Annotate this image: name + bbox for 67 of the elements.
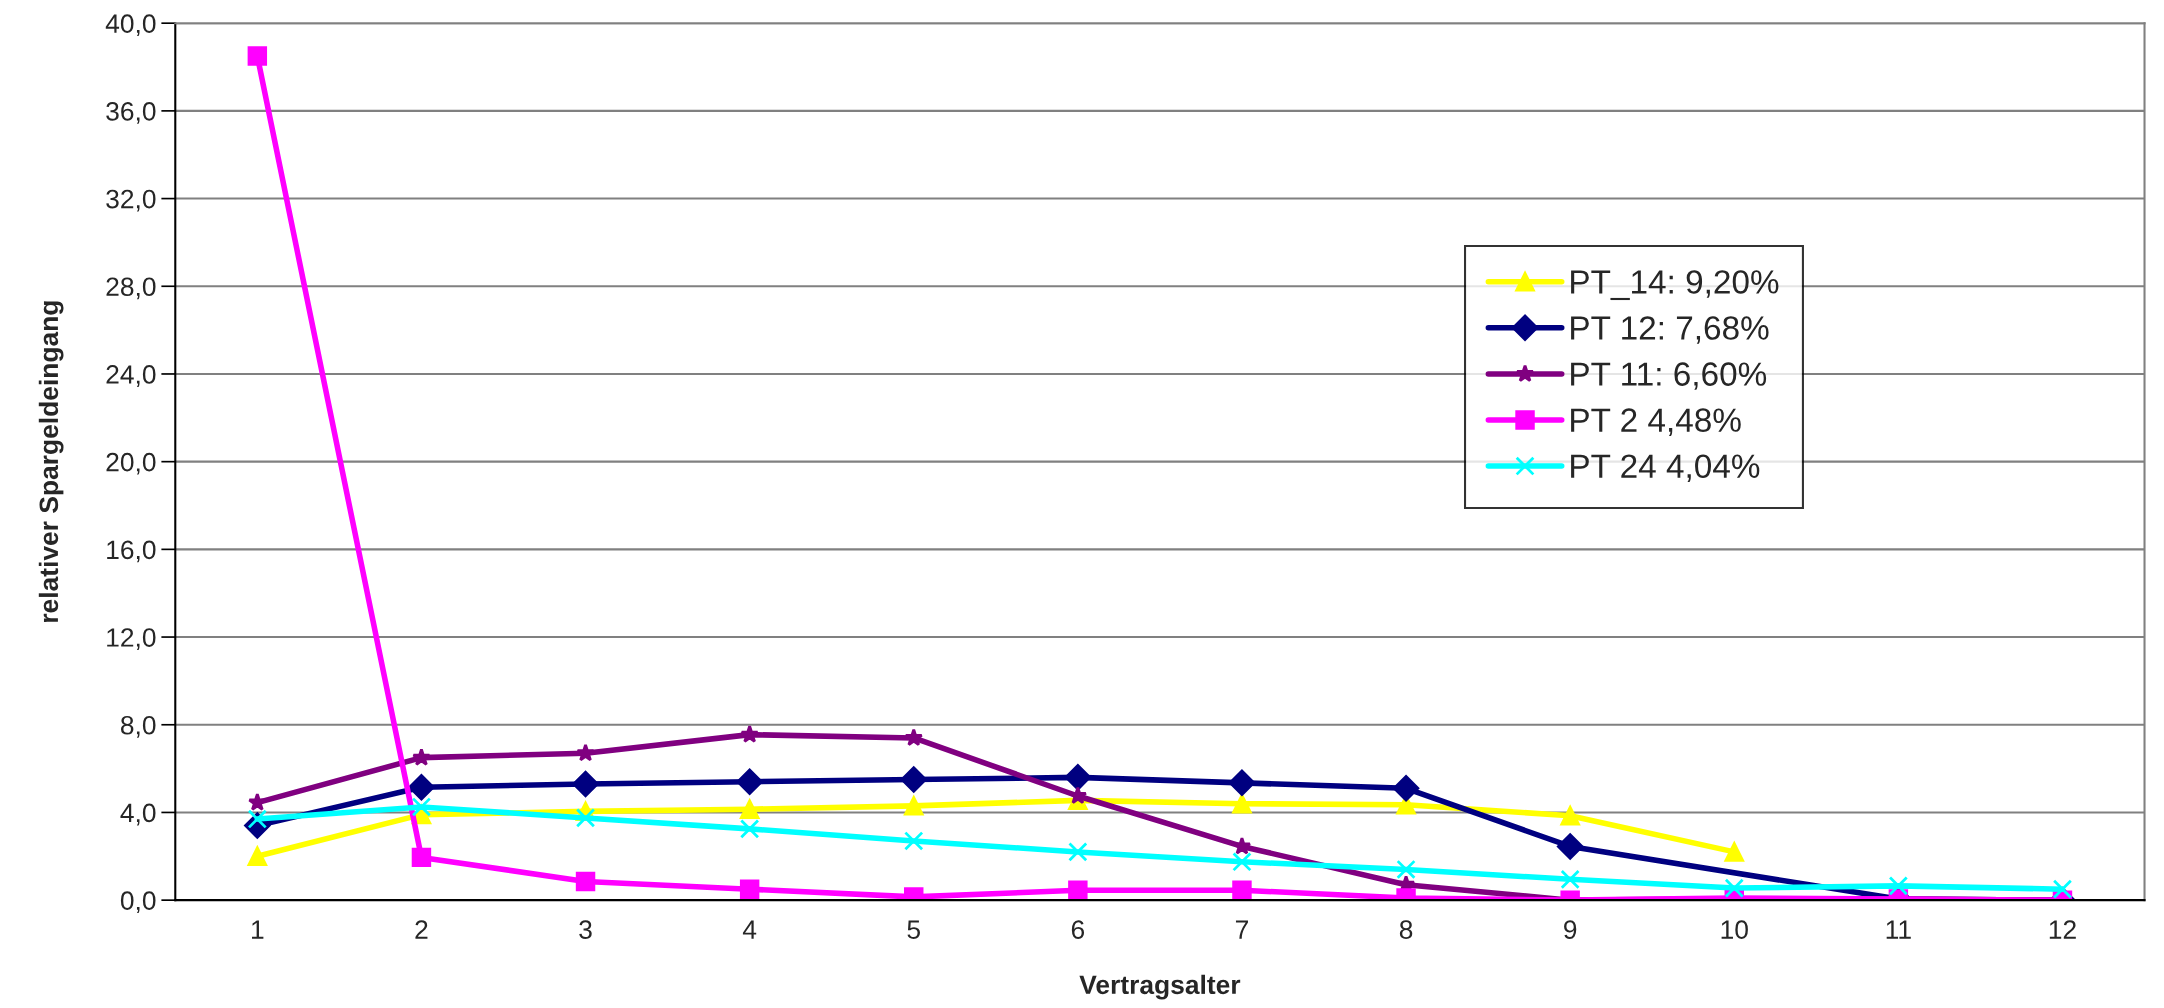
point: [739, 879, 760, 899]
point: [904, 728, 924, 747]
x-tick-label: 12: [2049, 920, 2076, 939]
point: [1396, 859, 1416, 880]
x-tick-label: 4: [742, 920, 757, 939]
point: [739, 799, 760, 819]
legend-label: PT_14: 9,20%: [1571, 270, 1779, 301]
x-tick-label: 1: [252, 920, 264, 939]
x-axis-title: Vertragsalter: [1079, 974, 1241, 1000]
point: [1724, 878, 1744, 898]
point: [576, 743, 595, 762]
y-tick-label: 0,0: [120, 891, 156, 914]
y-tick-label: 16,0: [107, 540, 156, 563]
point: [740, 724, 759, 743]
point: [1392, 775, 1420, 802]
point: [411, 847, 432, 868]
y-tick-label: 20,0: [106, 452, 156, 475]
point: [575, 871, 596, 892]
point: [1888, 876, 1909, 896]
point: [572, 770, 599, 798]
point: [1560, 869, 1580, 890]
point: [1068, 842, 1088, 862]
y-tick-label: 36,0: [106, 102, 156, 124]
point: [904, 796, 924, 816]
point: [1232, 852, 1252, 872]
legend-label: PT 24 4,04%: [1571, 454, 1760, 482]
point: [739, 819, 760, 839]
point: [247, 846, 268, 867]
x-tick-label: 8: [1399, 920, 1413, 939]
x-tick-label: 10: [1721, 920, 1748, 939]
point: [2052, 879, 2073, 899]
y-tick-label: 24,0: [106, 365, 156, 387]
x-tick-label: 6: [1071, 920, 1085, 939]
point: [1068, 786, 1088, 805]
y-axis-title: relativer Spargeldeingang: [38, 301, 64, 622]
point: [736, 768, 763, 795]
point: [1232, 793, 1252, 814]
y-tick-label: 8,0: [121, 715, 156, 738]
point: [1064, 764, 1092, 791]
point: [904, 831, 924, 851]
point: [575, 808, 596, 828]
point: [1724, 842, 1744, 862]
legend-label: PT 2 4,48%: [1571, 408, 1741, 436]
point: [1232, 836, 1252, 855]
legend-label: PT 11: 6,60%: [1571, 362, 1767, 390]
point: [411, 797, 432, 817]
y-tick-label: 4,0: [120, 803, 156, 826]
point: [900, 766, 927, 793]
x-tick-label: 3: [579, 920, 592, 939]
point: [1560, 806, 1580, 826]
x-tick-label: 7: [1235, 920, 1248, 939]
point: [247, 46, 268, 66]
point: [408, 774, 435, 801]
legend-label: PT 12: 7,68%: [1571, 316, 1769, 344]
point: [1232, 880, 1252, 900]
y-tick-label: 32,0: [106, 189, 156, 212]
x-tick-label: 11: [1886, 920, 1911, 939]
x-tick-label: 9: [1564, 920, 1577, 939]
y-tick-label: 28,0: [106, 277, 156, 300]
point: [1556, 833, 1584, 860]
point: [412, 747, 431, 766]
point: [1068, 880, 1088, 900]
y-tick-label: 40,0: [105, 14, 156, 37]
x-tick-label: 5: [907, 920, 920, 939]
point: [1228, 769, 1256, 797]
y-tick-label: 12,0: [107, 628, 156, 650]
x-tick-label: 2: [415, 920, 428, 939]
